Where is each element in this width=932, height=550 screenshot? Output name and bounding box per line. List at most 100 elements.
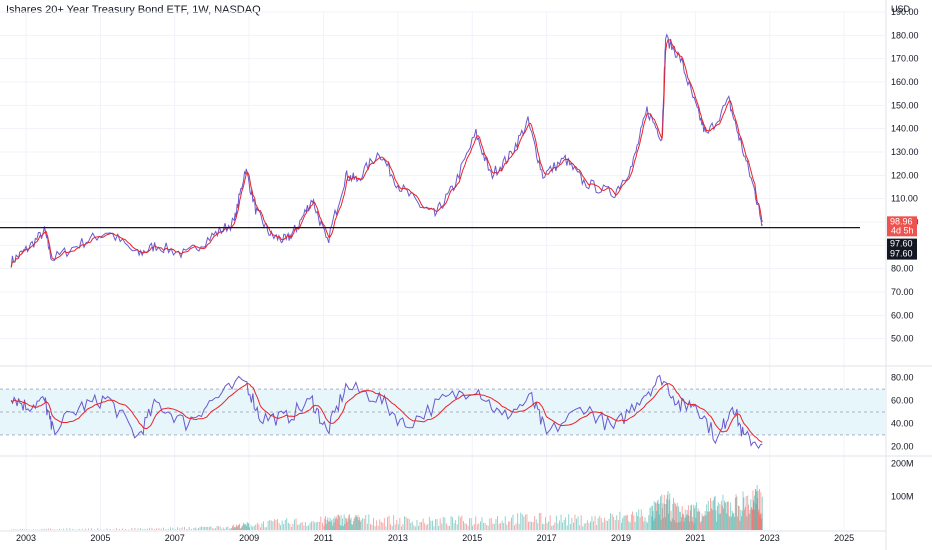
volume-bar [710, 508, 712, 530]
volume-bar [318, 522, 320, 530]
volume-bar [356, 517, 358, 530]
volume-bar [172, 527, 174, 530]
volume-bar [387, 517, 388, 530]
volume-bar [396, 520, 398, 530]
volume-bar [338, 514, 340, 530]
volume-bar [484, 523, 486, 530]
volume-bar [674, 503, 676, 530]
volume-bar [679, 512, 681, 530]
volume-bar [692, 516, 694, 530]
volume-bar [278, 523, 280, 530]
price-tick-label: 190.00 [891, 7, 919, 17]
volume-bar [383, 518, 385, 530]
volume-bar [224, 528, 226, 530]
volume-bar [492, 523, 494, 530]
volume-bar [748, 504, 749, 530]
volume-bar [750, 499, 752, 530]
volume-bar [97, 528, 99, 530]
volume-bar [358, 519, 360, 530]
volume-bar [651, 516, 653, 530]
volume-bar [213, 528, 215, 530]
volume-bar [464, 523, 466, 530]
volume-bar [746, 516, 748, 530]
volume-bar [751, 508, 753, 530]
volume-bar [603, 518, 605, 530]
volume-bar [323, 525, 325, 530]
volume-bar [741, 510, 743, 530]
volume-bar [153, 528, 155, 530]
volume-bar [619, 511, 621, 530]
volume-bar [346, 521, 348, 530]
volume-bar [119, 529, 120, 530]
volume-bar [37, 529, 39, 530]
volume-bar [514, 525, 515, 530]
volume-bar [579, 525, 581, 530]
volume-bar [332, 525, 333, 530]
volume-bar [360, 519, 362, 530]
volume-bar [284, 519, 286, 530]
volume-bar [722, 494, 724, 530]
volume-bar [208, 527, 210, 530]
volume-bar [495, 519, 497, 530]
volume-bar [324, 518, 326, 530]
volume-bar [88, 528, 89, 530]
volume-bar [563, 520, 565, 530]
volume-bar [695, 517, 697, 530]
volume-bar [232, 526, 233, 530]
volume-bar [240, 528, 242, 530]
volume-bar [478, 523, 480, 530]
volume-bar [72, 528, 74, 530]
volume-bar [363, 518, 365, 530]
x-tick-label: 2025 [834, 533, 854, 543]
price-tick-label: 170.00 [891, 54, 919, 64]
volume-bar [359, 521, 361, 530]
axes: 190.00 180.00 170.00 160.00 150.00 140.00 130.… [16, 7, 919, 543]
price-tick-label: 110.00 [891, 194, 918, 204]
volume-bar [682, 513, 684, 530]
volume-bar [399, 518, 401, 530]
volume-bar [625, 515, 627, 530]
x-tick-label: 2007 [165, 533, 185, 543]
volume-bar [559, 520, 560, 530]
volume-bar [730, 502, 732, 530]
volume-bar [377, 525, 379, 530]
volume-bar [503, 523, 505, 530]
volume-bar [444, 517, 446, 530]
volume-bar [339, 525, 341, 530]
volume-bar [312, 521, 314, 530]
volume-bar [233, 527, 235, 530]
volume-bar [691, 521, 693, 530]
volume-bar [317, 521, 319, 530]
volume-bar [261, 523, 263, 530]
volume-bar [727, 501, 728, 530]
volume-bar [388, 515, 390, 530]
volume-bar [393, 515, 395, 530]
volume-bar [146, 528, 148, 530]
volume-bar [343, 514, 345, 530]
volume-bar [705, 515, 707, 530]
volume-bar [734, 497, 736, 530]
volume-bar [583, 523, 585, 530]
volume-bar [540, 512, 542, 530]
volume-bar [720, 513, 721, 530]
volume-bar [376, 520, 378, 530]
volume-bar [445, 523, 447, 530]
volume-bar [511, 517, 512, 530]
volume-bar [362, 518, 364, 530]
volume-bar [75, 529, 77, 530]
volume-bar [463, 521, 464, 530]
volume-bar [63, 528, 65, 530]
volume-bar [756, 491, 758, 530]
volume-bar [22, 529, 23, 530]
volume-bar [402, 524, 404, 530]
volume-bar [569, 524, 571, 530]
volume-bar [500, 523, 501, 530]
volume-bar [255, 524, 257, 530]
volume-bar [347, 518, 349, 530]
volume-bar [252, 526, 254, 530]
volume-bar [207, 527, 209, 530]
volume-bar [374, 526, 376, 530]
volume-bar [467, 525, 469, 530]
volume-bar [642, 516, 643, 530]
